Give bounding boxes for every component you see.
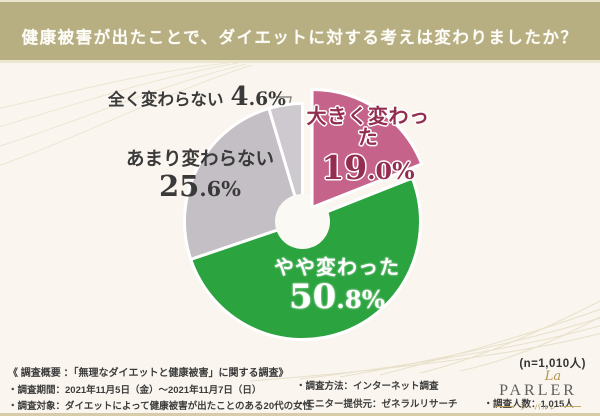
survey-count: ・調査人数：1,015人 xyxy=(483,398,574,410)
label-amari: あまり変わらない 25.6% xyxy=(116,150,284,204)
label-yaya-text: やや変わった xyxy=(274,257,400,279)
logo-subtitle-text: ラ・パルレ xyxy=(519,404,557,411)
survey-question-title: 健康被害が出たことで、ダイエットに対する考えは変わりましたか？ xyxy=(21,28,579,47)
parler-logo: La PARLER ラ・パルレ xyxy=(484,369,592,411)
label-ookiku-text: 大きく変わった xyxy=(306,106,430,149)
logo-subtitle: ラ・パルレ xyxy=(484,401,592,411)
survey-period: ・調査期間：2021年11月5日（金）～2021年11月7日（日） xyxy=(8,384,262,396)
label-ookiku: 大きく変わった 19.0% xyxy=(303,107,433,186)
logo-rule-left xyxy=(495,405,516,407)
label-amari-value: 25.6% xyxy=(159,169,241,204)
survey-overview-title: 《 調査概要 ：「無理なダイエットと健康被害」に関する調査》 xyxy=(8,368,289,379)
logo-wordmark: PARLER xyxy=(499,382,577,399)
survey-overview-block: 《 調査概要 ：「無理なダイエットと健康被害」に関する調査》 ・調査期間：202… xyxy=(8,364,312,412)
pie-slice-2 xyxy=(183,106,304,261)
label-ookiku-value: 19.0% xyxy=(321,148,415,187)
header-banner: 健康被害が出たことで、ダイエットに対する考えは変わりましたか？ xyxy=(0,0,600,63)
survey-method-block: ・調査方法：インターネット調査 ・モニター提供元：ゼネラルリサーチ ・調査人数：… xyxy=(296,378,574,413)
label-zenzen-text: 全く変わらない xyxy=(108,90,224,109)
label-yaya-value: 50.8% xyxy=(288,277,386,317)
pie-slice-1 xyxy=(189,176,423,341)
donut-hole xyxy=(275,194,330,249)
label-yaya: やや変わった 50.8% xyxy=(270,258,404,316)
survey-method: ・調査方法：インターネット調査 xyxy=(296,381,439,392)
sample-size-label: (n=1,010人) xyxy=(519,358,586,370)
survey-target: ・調査対象：ダイエットによって健康被害が出たことのある20代の女性 xyxy=(8,401,313,412)
logo-rule-right xyxy=(560,405,581,407)
bottom-border xyxy=(0,413,600,416)
survey-monitor: ・モニター提供元：ゼネラルリサーチ xyxy=(296,398,458,410)
pie-slice-0 xyxy=(310,87,424,209)
label-amari-text: あまり変わらない xyxy=(125,150,274,170)
logo-script-la: La xyxy=(544,369,562,384)
label-zenzen: 全く変わらない 4.6% xyxy=(108,83,286,111)
label-zenzen-value: 4.6% xyxy=(230,82,286,112)
pie-slice-3 xyxy=(267,102,304,223)
